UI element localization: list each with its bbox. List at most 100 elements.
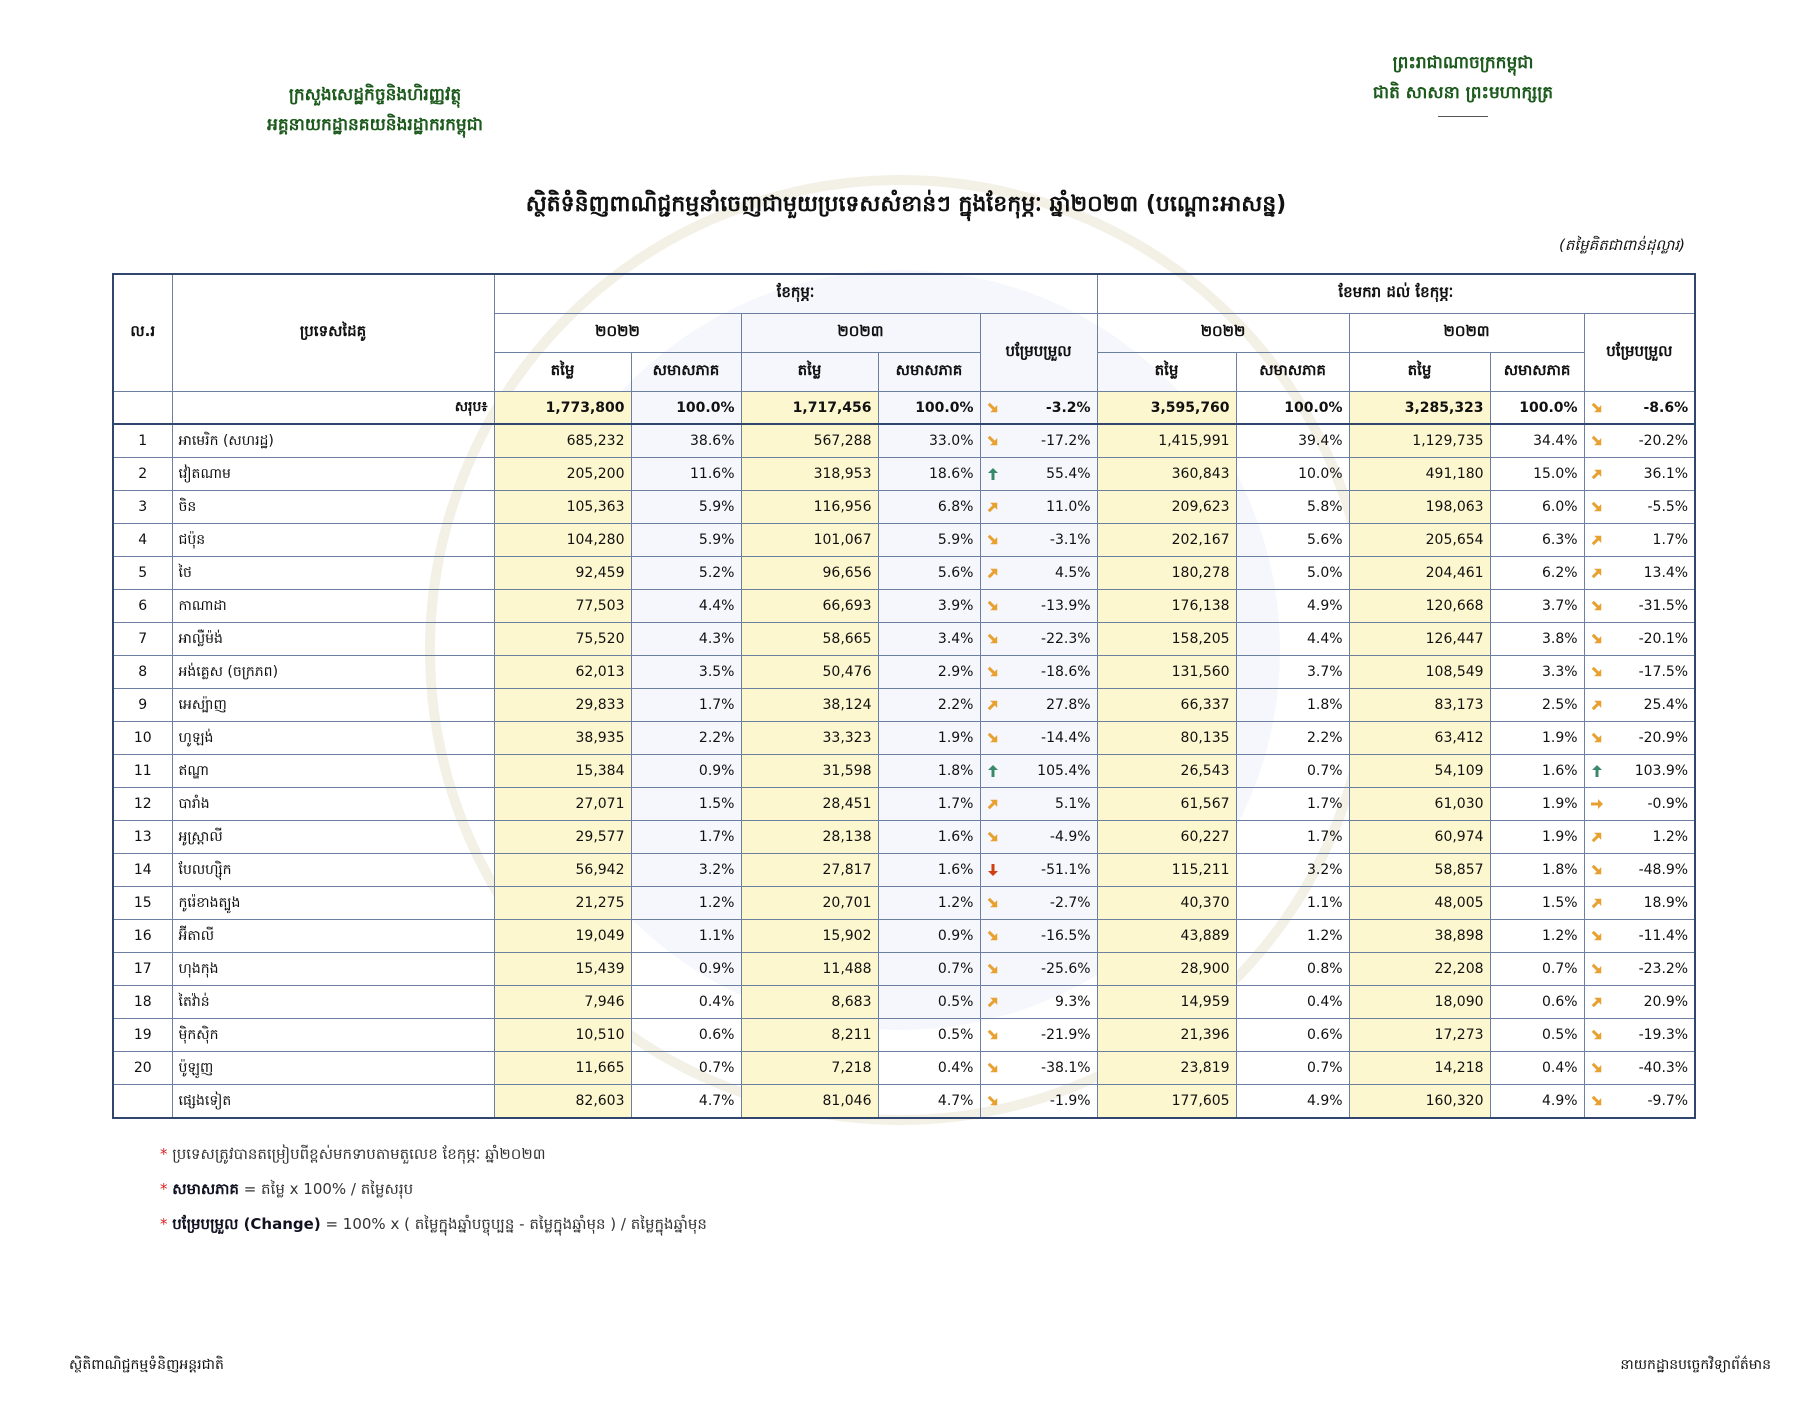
value-cell: 43,889 bbox=[1096, 919, 1237, 953]
note-term: បម្រែបម្រួល (Change) bbox=[172, 1215, 321, 1233]
data-row: 10 ហូឡង់ 38,935 2.2% 33,323 1.9% -14.4% 80,135 2… bbox=[112, 721, 1696, 755]
change-cell: -0.9% bbox=[1583, 787, 1696, 821]
no-cell: 3 bbox=[112, 490, 173, 524]
share-cell: 3.8% bbox=[1489, 622, 1585, 656]
trend-arrow bbox=[1591, 1095, 1601, 1106]
value-cell: 58,665 bbox=[740, 622, 879, 656]
change-cell: -22.3% bbox=[979, 622, 1098, 656]
share-cell: 5.6% bbox=[877, 556, 981, 590]
value-cell: 18,090 bbox=[1348, 985, 1491, 1019]
trend-arrow bbox=[1591, 633, 1601, 644]
change-cell: 5.1% bbox=[979, 787, 1098, 821]
share-cell: 1.7% bbox=[1235, 820, 1350, 854]
change-cell: 103.9% bbox=[1583, 754, 1696, 788]
value-cell: 105,363 bbox=[493, 490, 632, 524]
share-cell: 0.7% bbox=[877, 952, 981, 986]
country-cell: កូរ៉េខាងត្បូង bbox=[171, 886, 495, 920]
trend-arrow bbox=[1591, 732, 1601, 743]
trend-arrow bbox=[987, 435, 997, 446]
trend-arrow bbox=[1591, 898, 1601, 909]
data-row: 2 វៀតណាម 205,200 11.6% 318,953 18.6% 55.4% 360,… bbox=[112, 457, 1696, 491]
value-cell: 19,049 bbox=[493, 919, 632, 953]
trend-arrow bbox=[1591, 501, 1601, 512]
share-cell: 0.4% bbox=[1235, 985, 1350, 1019]
share-cell: 3.2% bbox=[630, 853, 742, 887]
data-row: 12 បារាំង 27,071 1.5% 28,451 1.7% 5.1% 61,567 1.… bbox=[112, 787, 1696, 821]
data-row: 9 អេស្ប៉ាញ 29,833 1.7% 38,124 2.2% 27.8% 66,337… bbox=[112, 688, 1696, 722]
no-cell: 8 bbox=[112, 655, 173, 689]
trend-arrow bbox=[1591, 568, 1601, 579]
table-body: សរុប៖ 1,773,800 100.0% 1,717,456 100.0% -3.2%… bbox=[112, 391, 1696, 1119]
value-cell: 15,439 bbox=[493, 952, 632, 986]
footer-right: នាយកដ្ឋានបច្ចេកវិទ្យាព័ត៌មាន bbox=[1620, 1357, 1771, 1373]
value-cell: 27,071 bbox=[493, 787, 632, 821]
share-cell: 5.9% bbox=[630, 523, 742, 557]
trend-arrow bbox=[987, 799, 997, 810]
col-header: បម្រែបម្រួល bbox=[1583, 313, 1696, 392]
share-cell: 0.5% bbox=[877, 985, 981, 1019]
change-cell: -3.1% bbox=[979, 523, 1098, 557]
share-cell: 0.4% bbox=[877, 1051, 981, 1085]
trend-arrow bbox=[987, 402, 997, 413]
share-cell: 38.6% bbox=[630, 423, 742, 458]
col-header: សមាសភាគ bbox=[1235, 352, 1350, 392]
value-cell: 75,520 bbox=[493, 622, 632, 656]
share-cell: 1.9% bbox=[877, 721, 981, 755]
value-cell: 567,288 bbox=[740, 423, 879, 458]
divider bbox=[1438, 116, 1488, 117]
value-cell: 8,211 bbox=[740, 1018, 879, 1052]
trend-arrow bbox=[1591, 1062, 1601, 1073]
share-cell: 34.4% bbox=[1489, 423, 1585, 458]
value-cell: 3,285,323 bbox=[1348, 391, 1491, 425]
change-cell: -11.4% bbox=[1583, 919, 1696, 953]
trend-arrow bbox=[1591, 700, 1601, 711]
note-marker: * bbox=[160, 1145, 168, 1163]
change-cell: -18.6% bbox=[979, 655, 1098, 689]
value-cell: 126,447 bbox=[1348, 622, 1491, 656]
change-cell: -51.1% bbox=[979, 853, 1098, 887]
col-header: សមាសភាគ bbox=[630, 352, 742, 392]
value-cell: 50,476 bbox=[740, 655, 879, 689]
trend-arrow bbox=[987, 534, 997, 545]
share-cell: 4.9% bbox=[1489, 1084, 1585, 1119]
country-cell: ហុងកុង bbox=[171, 952, 495, 986]
share-cell: 1.5% bbox=[1489, 886, 1585, 920]
note: * សមាសភាគ = តម្លៃ x 100% / តម្លៃសរុប bbox=[160, 1180, 413, 1202]
data-table: ល.រ ប្រទេសដៃគូ ខែកុម្ភៈ ខែមករា ដល់ ខែកុម… bbox=[112, 273, 1697, 1119]
value-cell: 1,717,456 bbox=[740, 391, 879, 425]
trend-arrow bbox=[1591, 963, 1601, 974]
value-cell: 82,603 bbox=[493, 1084, 632, 1119]
trend-arrow bbox=[987, 700, 997, 711]
share-cell: 0.9% bbox=[630, 754, 742, 788]
share-cell: 10.0% bbox=[1235, 457, 1350, 491]
trend-arrow bbox=[1591, 469, 1601, 480]
value-cell: 15,384 bbox=[493, 754, 632, 788]
trend-arrow bbox=[1591, 930, 1601, 941]
country-cell: ហូឡង់ bbox=[171, 721, 495, 755]
value-cell: 7,946 bbox=[493, 985, 632, 1019]
data-row: 18 តៃវ៉ាន់ 7,946 0.4% 8,683 0.5% 9.3% 14,959 0.4… bbox=[112, 985, 1696, 1019]
no-cell: 12 bbox=[112, 787, 173, 821]
country-cell: ឥណ្ឌា bbox=[171, 754, 495, 788]
no-cell: 15 bbox=[112, 886, 173, 920]
trend-arrow bbox=[987, 600, 997, 611]
value-cell: 131,560 bbox=[1096, 655, 1237, 689]
no-cell: 13 bbox=[112, 820, 173, 854]
share-cell: 0.9% bbox=[877, 919, 981, 953]
change-cell: -19.3% bbox=[1583, 1018, 1696, 1052]
value-cell: 48,005 bbox=[1348, 886, 1491, 920]
no-cell: 9 bbox=[112, 688, 173, 722]
col-header: ប្រទេសដៃគូ bbox=[171, 273, 495, 392]
country-cell: ចិន bbox=[171, 490, 495, 524]
share-cell: 6.3% bbox=[1489, 523, 1585, 557]
share-cell: 1.9% bbox=[1489, 787, 1585, 821]
data-row: 20 ប៉ូឡូញ 11,665 0.7% 7,218 0.4% -38.1% 23,819 0… bbox=[112, 1051, 1696, 1085]
change-cell: 9.3% bbox=[979, 985, 1098, 1019]
col-header: តម្លៃ bbox=[493, 352, 632, 392]
value-cell: 14,218 bbox=[1348, 1051, 1491, 1085]
share-cell: 1.1% bbox=[630, 919, 742, 953]
share-cell: 2.9% bbox=[877, 655, 981, 689]
value-cell: 176,138 bbox=[1096, 589, 1237, 623]
trend-arrow bbox=[987, 568, 997, 579]
col-header: សមាសភាគ bbox=[1489, 352, 1585, 392]
